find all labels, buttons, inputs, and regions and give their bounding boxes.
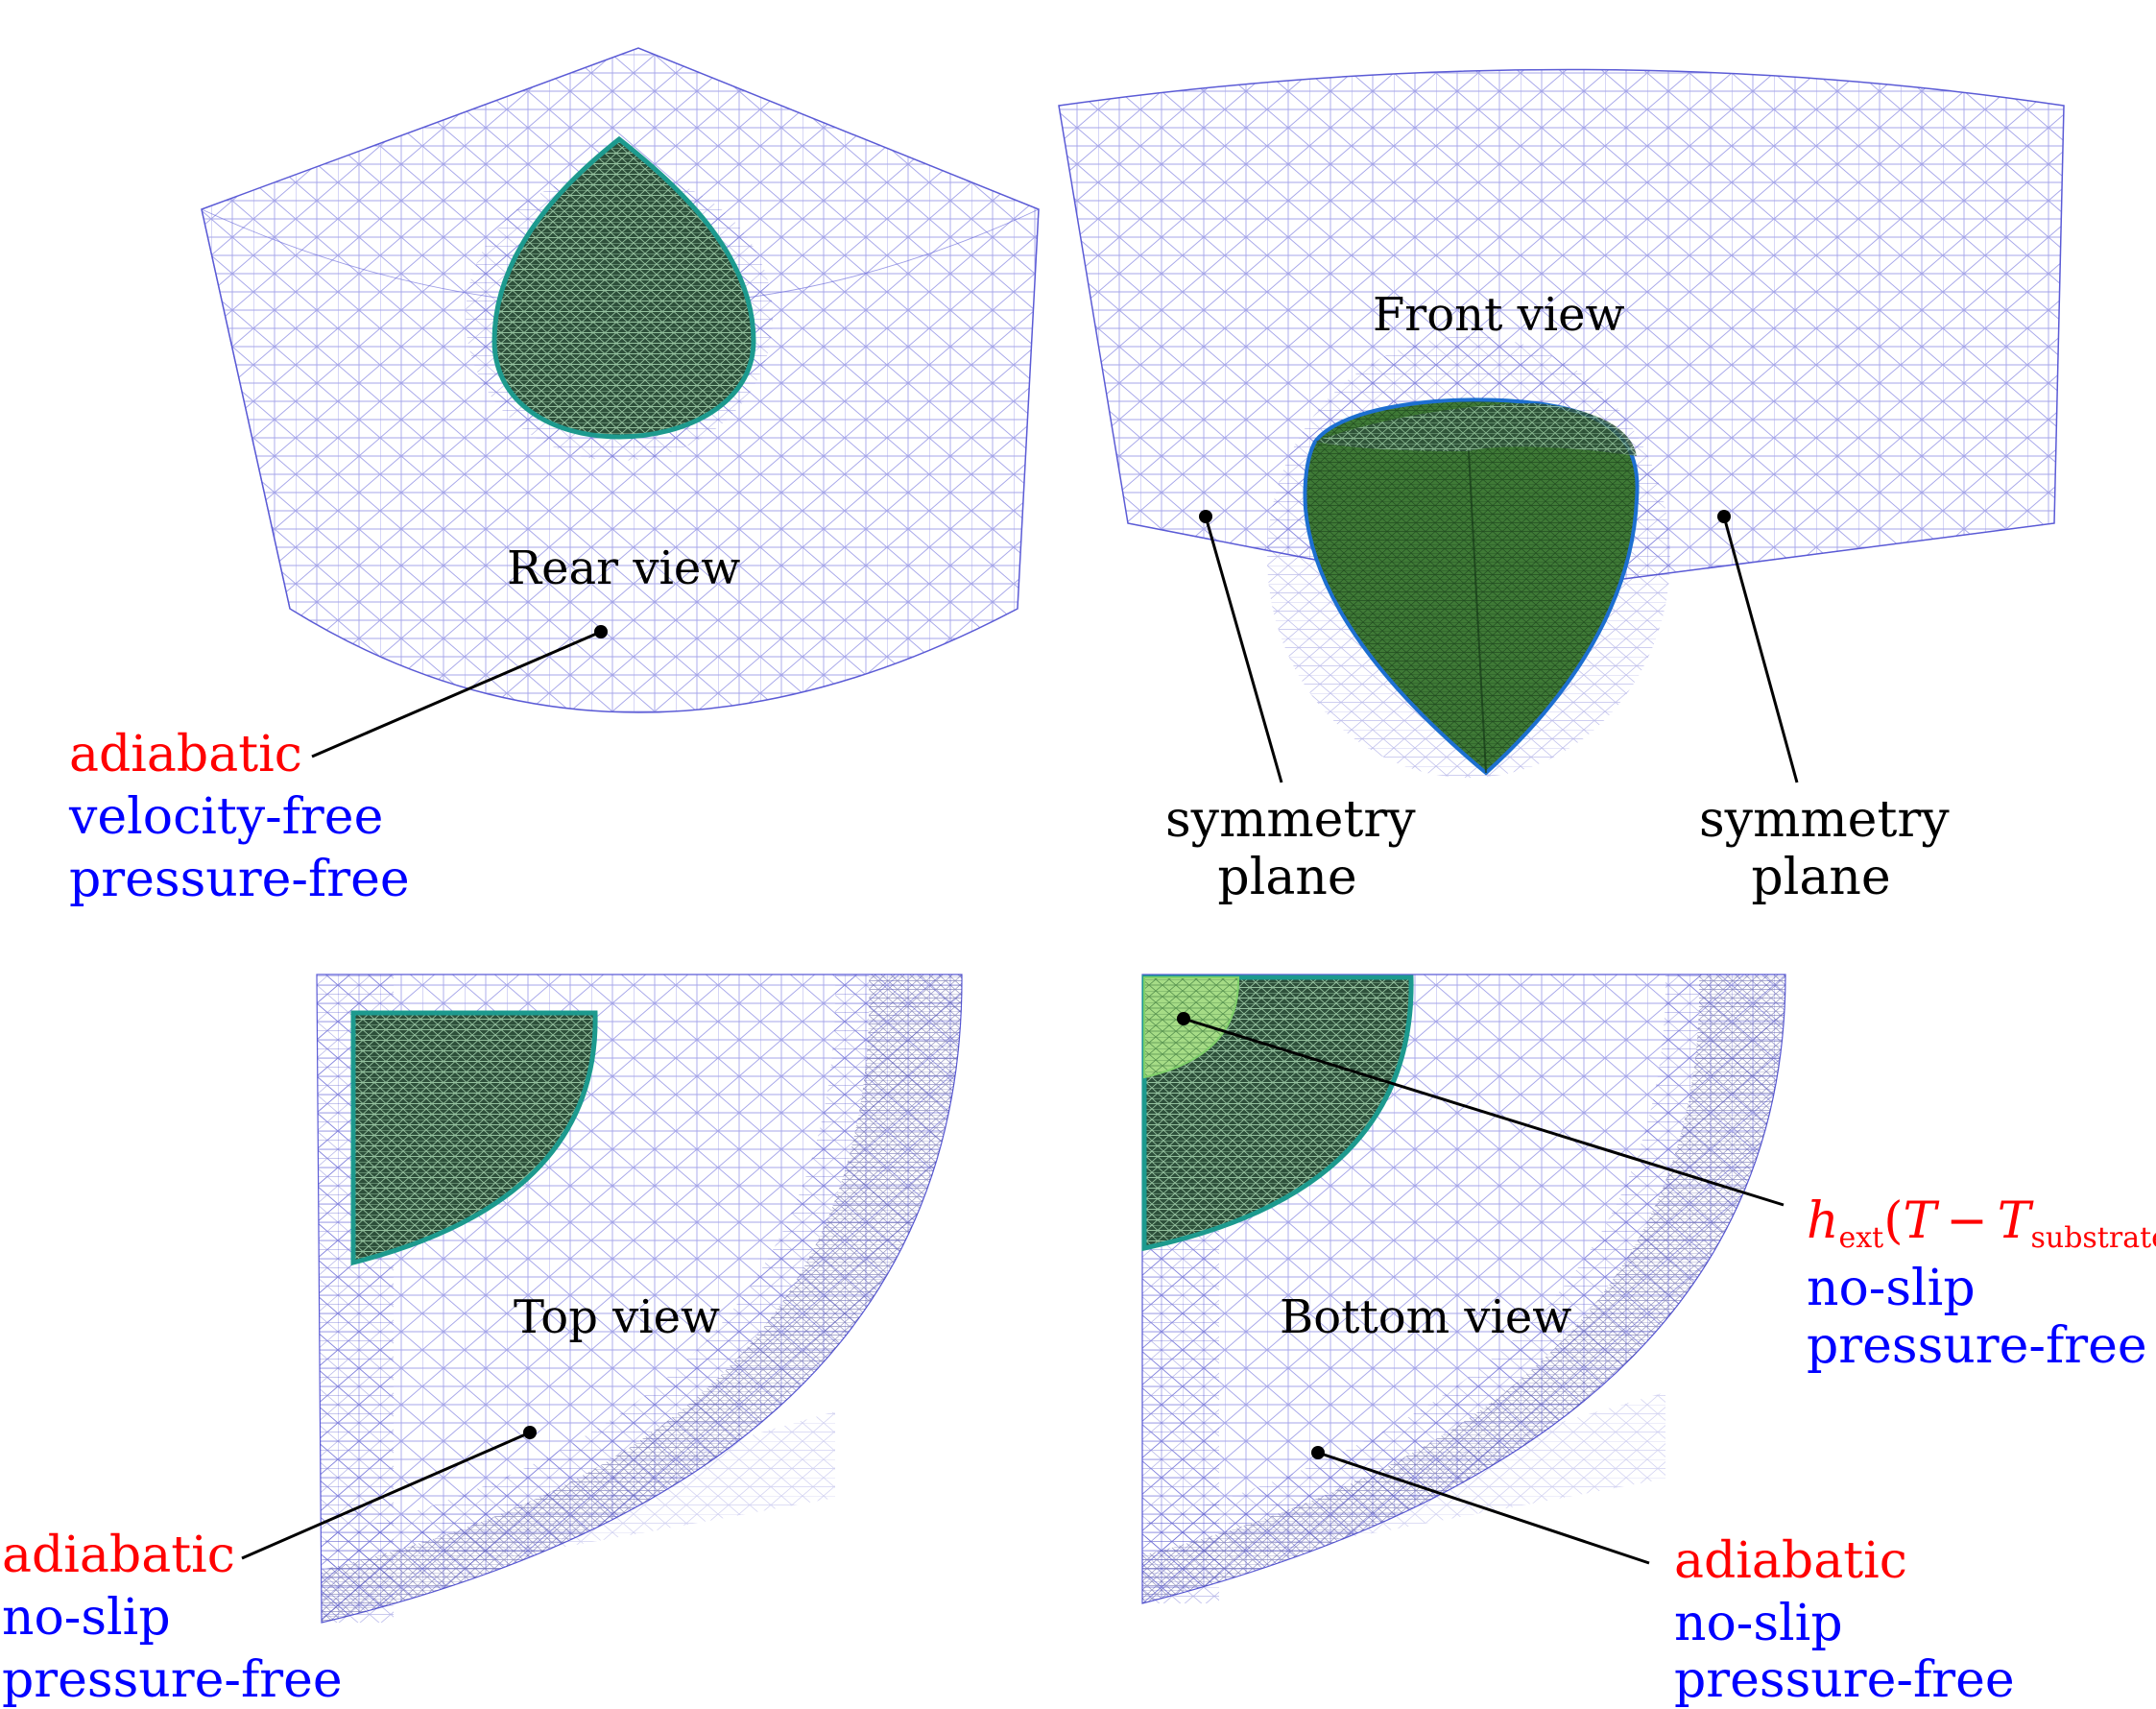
top-leader-line: [241, 1431, 531, 1560]
bottom-view-title: Bottom view: [1280, 1290, 1572, 1344]
front-leader-right: [1722, 516, 1799, 783]
rear-droplet: [491, 135, 756, 440]
front-symmetry-left-line1: symmetry: [1165, 791, 1416, 849]
rear-bc-pressure: pressure-free: [69, 851, 410, 908]
top-domain-rim-inner: [322, 975, 870, 1570]
bottom-contact-leader-dot: [1177, 1012, 1190, 1025]
bottom-contact-velocity: no-slip: [1807, 1260, 1976, 1317]
front-leader-left: [1204, 516, 1283, 783]
bottom-leader-dot: [1311, 1446, 1325, 1459]
front-view-panel: [1058, 68, 2065, 783]
rear-bc-velocity: velocity-free: [69, 788, 384, 846]
front-symmetry-right-line1: symmetry: [1699, 791, 1950, 849]
top-domain-bottom-band: [413, 1411, 835, 1575]
top-bc-velocity: no-slip: [2, 1589, 171, 1647]
heat-coefficient-subscript: ext: [1838, 1221, 1884, 1255]
rear-view-title: Rear view: [507, 542, 741, 595]
rear-bc-thermal: adiabatic: [69, 726, 302, 783]
minus-sign: −: [1946, 1192, 1988, 1250]
top-bc-thermal: adiabatic: [2, 1527, 235, 1584]
open-paren: (: [1883, 1192, 1904, 1250]
top-droplet: [350, 1010, 598, 1266]
temperature-symbol: T: [1903, 1192, 1937, 1250]
rear-domain-edge-left: [201, 208, 291, 610]
bottom-contact-patch: [1143, 976, 1240, 1079]
bottom-domain-bottom-band: [1229, 1392, 1665, 1560]
substrate-temperature-symbol: T: [1997, 1192, 2031, 1250]
top-view-title: Top view: [514, 1290, 721, 1344]
bottom-leader-line: [1317, 1451, 1650, 1565]
top-view-panel: [241, 974, 963, 1624]
front-droplet: [1303, 397, 1640, 776]
bottom-bc-pressure: pressure-free: [1674, 1651, 2015, 1709]
rear-leader-dot: [594, 625, 608, 638]
front-leader-right-dot: [1717, 510, 1731, 523]
front-droplet-top-cap: [1315, 403, 1637, 456]
front-symmetry-left-line2: plane: [1217, 849, 1357, 906]
front-leader-left-dot: [1199, 510, 1212, 523]
bottom-bc-thermal: adiabatic: [1674, 1532, 1907, 1590]
front-symmetry-right-line2: plane: [1751, 849, 1891, 906]
bottom-contact-heat-flux: hext(T−Tsubstrate): [1807, 1196, 2156, 1253]
bottom-bc-velocity: no-slip: [1674, 1595, 1843, 1652]
front-droplet-ridge: [1468, 450, 1487, 774]
substrate-temperature-subscript: substrate: [2030, 1221, 2156, 1255]
bottom-domain-rim-inner: [1142, 975, 1700, 1555]
rear-leader-line: [311, 630, 602, 758]
top-bc-pressure: pressure-free: [2, 1651, 343, 1709]
rear-view-panel: [201, 47, 1040, 758]
front-view-title: Front view: [1373, 288, 1625, 342]
heat-coefficient-symbol: h: [1807, 1192, 1839, 1250]
top-leader-dot: [523, 1426, 537, 1439]
bottom-contact-pressure: pressure-free: [1807, 1317, 2147, 1375]
bottom-view-panel: [1141, 974, 1786, 1604]
bottom-contact-leader: [1183, 1017, 1785, 1207]
